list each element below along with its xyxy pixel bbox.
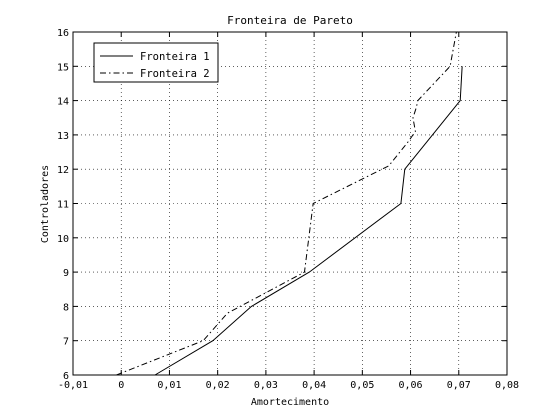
x-tick-label: 0,03 [254,380,278,391]
legend-box [93,42,219,83]
y-tick-label: 13 [57,131,69,142]
x-tick-label: 0,07 [447,380,471,391]
x-tick-label: 0,06 [399,380,423,391]
y-tick-label: 12 [57,165,69,176]
y-tick-label: 11 [57,200,69,211]
legend-label-series-2: Fronteira 2 [140,68,210,80]
x-axis-label: Amortecimento [251,397,329,408]
series-line-1 [154,66,463,376]
x-tick-label: 0,04 [302,380,326,391]
y-tick-label: 14 [57,97,69,108]
x-tick-label: 0,02 [206,380,230,391]
y-tick-label: 10 [57,234,69,245]
series-group [116,31,463,376]
legend: Fronteira 1 Fronteira 2 [93,42,219,83]
axis-ticks: -0,01 0 0,01 0,02 0,03 0,04 0,05 0,06 0,07 0,08 6 7… [57,28,519,391]
y-tick-label: 9 [63,268,69,279]
x-tick-label: 0,08 [495,380,519,391]
y-tick-label: 15 [57,62,69,73]
x-tick-label: 0 [118,380,124,391]
chart-title: Fronteira de Pareto [227,14,353,27]
x-tick-label: -0,01 [58,380,88,391]
legend-label-series-1: Fronteira 1 [140,51,210,63]
y-tick-label: 6 [63,371,69,382]
y-tick-label: 16 [57,28,69,39]
x-tick-label: 0,05 [350,380,374,391]
x-tick-label: 0,01 [157,380,181,391]
y-tick-label: 7 [63,337,69,348]
y-tick-label: 8 [63,302,69,313]
y-axis-label: Controladores [40,165,51,243]
series-line-2 [116,31,457,376]
